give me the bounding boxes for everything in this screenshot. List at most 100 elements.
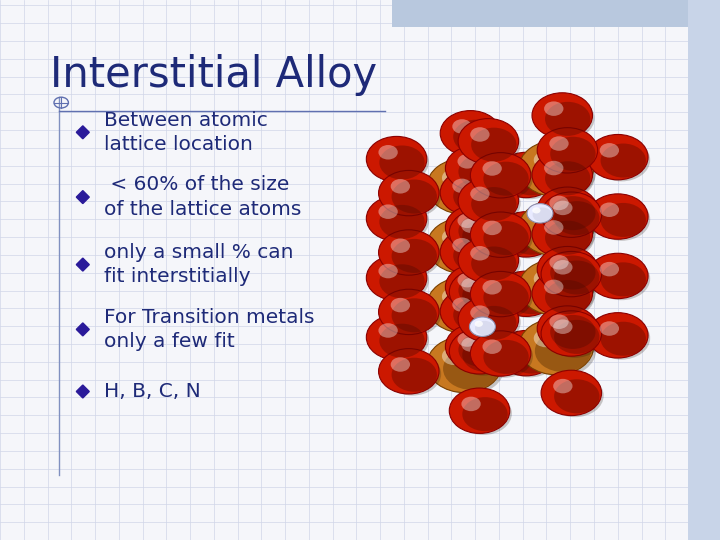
Circle shape [553, 320, 572, 334]
Circle shape [454, 273, 512, 316]
Circle shape [458, 119, 518, 164]
Circle shape [545, 280, 590, 314]
Circle shape [537, 187, 598, 232]
Circle shape [483, 280, 528, 314]
Circle shape [392, 298, 437, 332]
Circle shape [501, 156, 559, 199]
Polygon shape [76, 258, 89, 271]
Circle shape [392, 357, 437, 392]
Circle shape [458, 238, 518, 283]
Circle shape [593, 198, 650, 241]
Circle shape [379, 323, 425, 357]
Circle shape [391, 179, 410, 193]
Circle shape [545, 221, 590, 255]
Circle shape [469, 317, 495, 336]
Circle shape [496, 330, 557, 376]
Circle shape [549, 136, 569, 151]
Circle shape [549, 195, 569, 210]
Circle shape [457, 273, 477, 287]
Circle shape [532, 212, 593, 257]
Circle shape [379, 289, 439, 335]
Circle shape [443, 288, 499, 330]
Circle shape [554, 320, 600, 354]
Circle shape [532, 93, 593, 138]
Circle shape [593, 138, 650, 181]
Circle shape [462, 338, 481, 352]
Circle shape [452, 119, 472, 134]
Circle shape [509, 221, 554, 255]
Circle shape [459, 154, 504, 188]
Circle shape [509, 280, 554, 314]
Circle shape [392, 179, 437, 213]
Circle shape [463, 301, 521, 344]
Circle shape [537, 306, 598, 351]
Circle shape [384, 234, 441, 277]
Circle shape [525, 205, 596, 258]
Circle shape [600, 321, 619, 336]
Circle shape [518, 259, 593, 315]
Circle shape [537, 246, 598, 292]
Circle shape [545, 102, 590, 136]
Circle shape [518, 319, 593, 375]
Circle shape [472, 319, 496, 337]
Circle shape [379, 230, 439, 275]
Circle shape [550, 196, 595, 230]
Circle shape [446, 114, 503, 158]
Circle shape [600, 143, 619, 158]
Circle shape [470, 127, 490, 141]
Circle shape [546, 255, 603, 299]
Circle shape [391, 298, 410, 312]
Circle shape [483, 221, 528, 255]
Circle shape [518, 140, 593, 197]
Circle shape [442, 169, 466, 187]
Circle shape [537, 127, 598, 173]
Circle shape [449, 388, 510, 434]
Circle shape [588, 313, 648, 358]
Circle shape [427, 277, 502, 333]
Circle shape [440, 111, 500, 156]
Circle shape [544, 161, 564, 176]
Circle shape [379, 264, 425, 298]
Circle shape [509, 161, 554, 195]
Circle shape [427, 218, 502, 274]
Circle shape [541, 370, 601, 416]
Circle shape [451, 150, 508, 192]
Circle shape [470, 153, 531, 198]
Circle shape [454, 392, 512, 435]
Circle shape [537, 215, 595, 259]
Circle shape [593, 316, 650, 360]
Circle shape [518, 200, 593, 256]
Circle shape [433, 341, 505, 395]
Circle shape [509, 340, 554, 374]
Circle shape [457, 332, 477, 347]
Circle shape [600, 262, 619, 276]
Circle shape [525, 323, 596, 377]
Circle shape [379, 171, 439, 216]
Circle shape [600, 322, 646, 356]
FancyBboxPatch shape [392, 0, 688, 27]
Circle shape [550, 255, 595, 289]
Circle shape [470, 246, 490, 260]
Circle shape [471, 187, 516, 221]
Circle shape [475, 275, 533, 319]
Circle shape [554, 201, 600, 235]
Circle shape [443, 348, 499, 390]
Circle shape [496, 271, 557, 316]
Circle shape [475, 216, 533, 259]
Polygon shape [76, 323, 89, 336]
Circle shape [451, 328, 508, 370]
Circle shape [391, 357, 410, 372]
Circle shape [379, 205, 397, 219]
Circle shape [449, 269, 510, 315]
Circle shape [470, 331, 531, 376]
Circle shape [532, 152, 593, 198]
Circle shape [446, 174, 503, 217]
Circle shape [379, 323, 397, 338]
Circle shape [446, 233, 503, 276]
Circle shape [554, 260, 600, 294]
Circle shape [453, 179, 498, 213]
Circle shape [470, 306, 490, 320]
Circle shape [475, 335, 533, 378]
Circle shape [449, 329, 510, 374]
Circle shape [541, 192, 601, 238]
